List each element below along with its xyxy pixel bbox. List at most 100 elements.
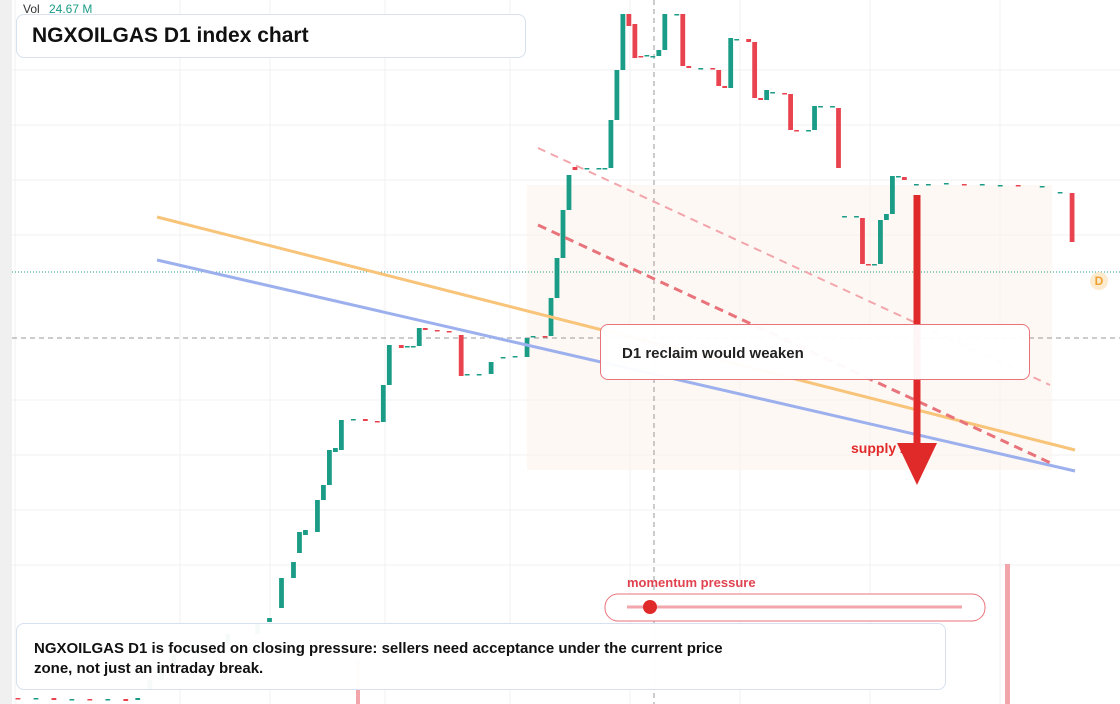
- candle: [350, 419, 356, 421]
- candle: [764, 90, 770, 100]
- candle: [602, 168, 608, 170]
- candle: [752, 42, 758, 98]
- candle: [722, 86, 728, 88]
- candle: [542, 336, 548, 338]
- candle: [860, 218, 865, 264]
- volume-label: Vol: [23, 2, 40, 16]
- candle: [650, 56, 656, 58]
- candle: [812, 106, 817, 130]
- candle: [788, 94, 793, 130]
- candle: [333, 448, 338, 452]
- candle: [872, 264, 877, 266]
- candle: [626, 14, 632, 26]
- candle: [572, 167, 578, 170]
- candle: [1039, 186, 1045, 188]
- candle: [135, 698, 141, 700]
- marker-badge: [1090, 272, 1108, 290]
- candle: [943, 183, 949, 185]
- candle: [854, 216, 859, 218]
- slider-knob[interactable]: [643, 600, 657, 614]
- candle: [321, 485, 326, 500]
- candle: [901, 177, 907, 180]
- candle: [404, 346, 410, 348]
- candle: [87, 699, 93, 701]
- candle: [1015, 185, 1021, 187]
- candle: [758, 98, 764, 100]
- note: NGXOILGAS D1 is focused on closing press…: [16, 623, 946, 690]
- candle: [686, 66, 692, 68]
- candle: [644, 55, 650, 57]
- candle: [524, 338, 530, 357]
- candle: [303, 530, 308, 535]
- candle: [830, 106, 835, 108]
- candle: [638, 56, 644, 58]
- candle: [710, 68, 716, 70]
- arrow-head: [897, 443, 937, 485]
- candle: [488, 362, 494, 374]
- volume-bar: [1005, 564, 1010, 704]
- candle: [434, 330, 440, 332]
- volume-value: 24.67 M: [49, 2, 92, 16]
- candle: [51, 698, 57, 700]
- candle: [890, 176, 895, 214]
- candle: [716, 70, 722, 86]
- candle: [632, 24, 638, 58]
- candle: [398, 345, 404, 348]
- candle: [69, 699, 75, 701]
- candle: [374, 421, 380, 423]
- candle: [620, 14, 626, 70]
- candle: [884, 214, 889, 220]
- candle: [33, 698, 39, 700]
- candle: [530, 336, 536, 338]
- callout: D1 reclaim would weaken: [600, 324, 1030, 380]
- dashed-line: [537, 147, 1051, 386]
- candle: [842, 216, 847, 218]
- candle: [698, 68, 704, 70]
- candle: [1057, 192, 1063, 194]
- slider-label: momentum pressure: [627, 575, 756, 590]
- candle: [746, 39, 752, 42]
- candle: [680, 14, 686, 66]
- candle: [327, 450, 332, 485]
- dashed-line: [537, 223, 1056, 467]
- candle: [794, 130, 799, 132]
- candle: [554, 258, 560, 298]
- candle: [614, 70, 620, 120]
- candle: [878, 220, 883, 264]
- candle: [566, 175, 572, 210]
- candle: [979, 184, 985, 186]
- chart-title: NGXOILGAS D1 index chart: [16, 14, 526, 58]
- candle: [925, 184, 931, 186]
- candle: [297, 532, 302, 553]
- candle: [584, 168, 590, 170]
- candle: [662, 14, 668, 50]
- candle: [961, 184, 967, 186]
- candle: [728, 38, 734, 88]
- candle: [596, 168, 602, 170]
- candle: [422, 328, 428, 330]
- candle: [338, 420, 344, 450]
- candle: [896, 176, 901, 178]
- candle: [608, 120, 614, 168]
- candle: [464, 374, 470, 376]
- candle: [997, 185, 1003, 187]
- candle: [806, 130, 811, 132]
- candle: [315, 500, 320, 532]
- candle: [656, 50, 662, 56]
- candle: [123, 699, 129, 701]
- candle: [380, 385, 386, 422]
- candle: [674, 14, 680, 16]
- candle: [362, 419, 368, 421]
- candle: [267, 618, 272, 622]
- candle: [15, 698, 21, 700]
- candle: [818, 106, 823, 108]
- candle: [458, 335, 464, 376]
- candle: [782, 93, 787, 95]
- candle: [476, 374, 482, 376]
- left-rail: [0, 0, 12, 704]
- candle: [500, 357, 506, 359]
- candle: [279, 578, 284, 608]
- marker-label: D: [1095, 274, 1104, 288]
- candle: [410, 346, 416, 348]
